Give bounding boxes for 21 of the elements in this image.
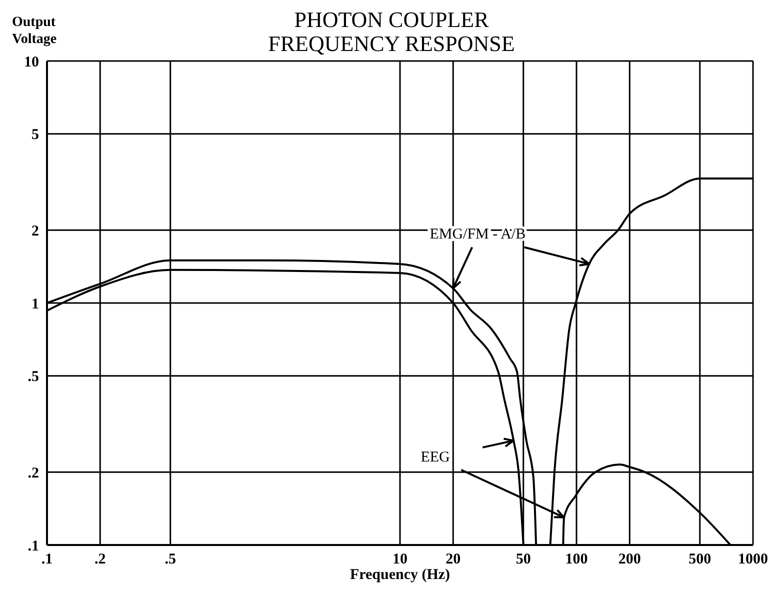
x-tick-label: .5: [164, 552, 176, 568]
x-tick-label: 1000: [738, 552, 768, 568]
y-tick-label: 5: [32, 127, 39, 144]
x-tick-label: 20: [446, 552, 461, 568]
chart-title: PHOTON COUPLER: [294, 7, 489, 32]
y-axis-title: Output Voltage: [12, 14, 57, 48]
y-tick-label: 2: [32, 223, 39, 240]
y-tick-label: 1: [32, 296, 39, 312]
chart-subtitle: FREQUENCY RESPONSE: [268, 31, 515, 56]
x-tick-label: 50: [516, 552, 531, 568]
x-axis-title: Frequency (Hz): [348, 567, 452, 584]
x-tick-label: 100: [565, 552, 588, 568]
x-tick-label: 500: [688, 552, 712, 568]
x-tick-label: 200: [618, 552, 641, 568]
y-tick-label: .2: [28, 465, 39, 482]
y-tick-label: .1: [28, 538, 39, 554]
x-tick-label: .2: [94, 552, 106, 568]
y-tick-label: .5: [28, 369, 39, 386]
text: EEG: [420, 449, 450, 466]
y-tick-label: 10: [24, 54, 39, 70]
x-tick-label: 10: [392, 552, 408, 568]
